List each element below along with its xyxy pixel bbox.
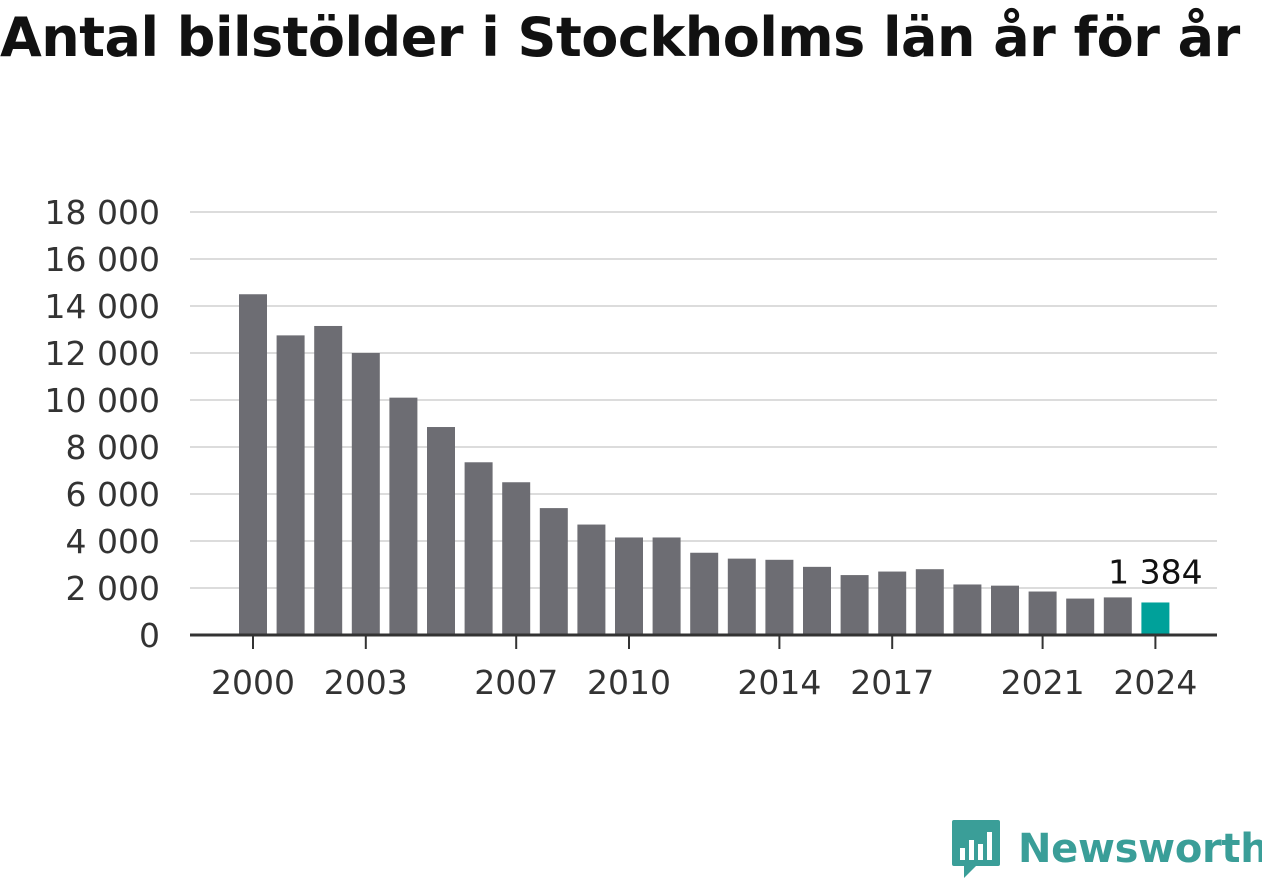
bar-2013 <box>727 558 756 635</box>
y-tick-label: 4 000 <box>66 522 160 561</box>
bar-2008 <box>539 508 568 635</box>
bar-2023 <box>1103 597 1132 635</box>
y-tick-label: 18 000 <box>45 193 160 232</box>
bar-2000 <box>239 294 267 635</box>
y-tick-label: 10 000 <box>45 381 160 420</box>
y-tick-label: 6 000 <box>66 475 160 514</box>
newsworthy-logo: Newsworthy <box>950 818 1262 880</box>
bar-2015 <box>803 566 831 635</box>
x-axis-tick-labels: 2000 2003 2007 2010 2014 2017 2021 2024 <box>211 663 1197 702</box>
bar-2018 <box>915 569 944 635</box>
bar-2002 <box>314 325 343 635</box>
bar-2017 <box>878 571 907 635</box>
bar-2021 <box>1028 591 1057 635</box>
bar-2022 <box>1066 598 1095 635</box>
grid-lines <box>190 211 1217 589</box>
bar-2024 <box>1141 602 1170 635</box>
bar-2006 <box>464 462 493 635</box>
bar-2004 <box>389 397 418 635</box>
y-axis-tick-labels: 0 2 000 4 000 6 000 8 000 10 000 12 000 14 000 1… <box>45 193 160 655</box>
chart-title: Antal bilstölder i Stockholms län år för… <box>0 6 1240 69</box>
bar-2010 <box>615 537 643 635</box>
bar-2011 <box>652 537 681 635</box>
y-tick-label: 8 000 <box>66 428 160 467</box>
x-tick-label: 2021 <box>1001 663 1085 702</box>
bar-2009 <box>577 524 606 635</box>
bar-chart-speech-bubble-icon <box>952 820 1000 878</box>
y-tick-label: 2 000 <box>66 569 160 608</box>
bar-2007 <box>502 482 531 635</box>
x-tick-label: 2024 <box>1113 663 1197 702</box>
bar-2005 <box>427 427 455 635</box>
y-tick-label: 14 000 <box>45 287 160 326</box>
x-tick-label: 2014 <box>737 663 821 702</box>
x-tick-label: 2003 <box>324 663 408 702</box>
bars <box>239 294 1170 635</box>
x-tick-label: 2000 <box>211 663 295 702</box>
data-label-2024: 1 384 <box>1108 552 1202 591</box>
brand-name: Newsworthy <box>1018 826 1262 872</box>
annotations: 1 384 <box>1108 552 1202 591</box>
bar-2003 <box>351 353 380 635</box>
bar-2020 <box>991 585 1019 635</box>
y-tick-label: 0 <box>139 616 160 655</box>
x-tick-label: 2007 <box>474 663 558 702</box>
x-tick-label: 2010 <box>587 663 671 702</box>
x-tick-label: 2017 <box>850 663 934 702</box>
bar-2012 <box>690 552 719 635</box>
bar-2016 <box>840 575 869 635</box>
y-tick-label: 12 000 <box>45 334 160 373</box>
bar-2014 <box>765 559 794 635</box>
bar-2001 <box>276 335 305 635</box>
y-tick-label: 16 000 <box>45 240 160 279</box>
x-axis <box>190 633 1217 649</box>
bar-2019 <box>953 584 982 635</box>
